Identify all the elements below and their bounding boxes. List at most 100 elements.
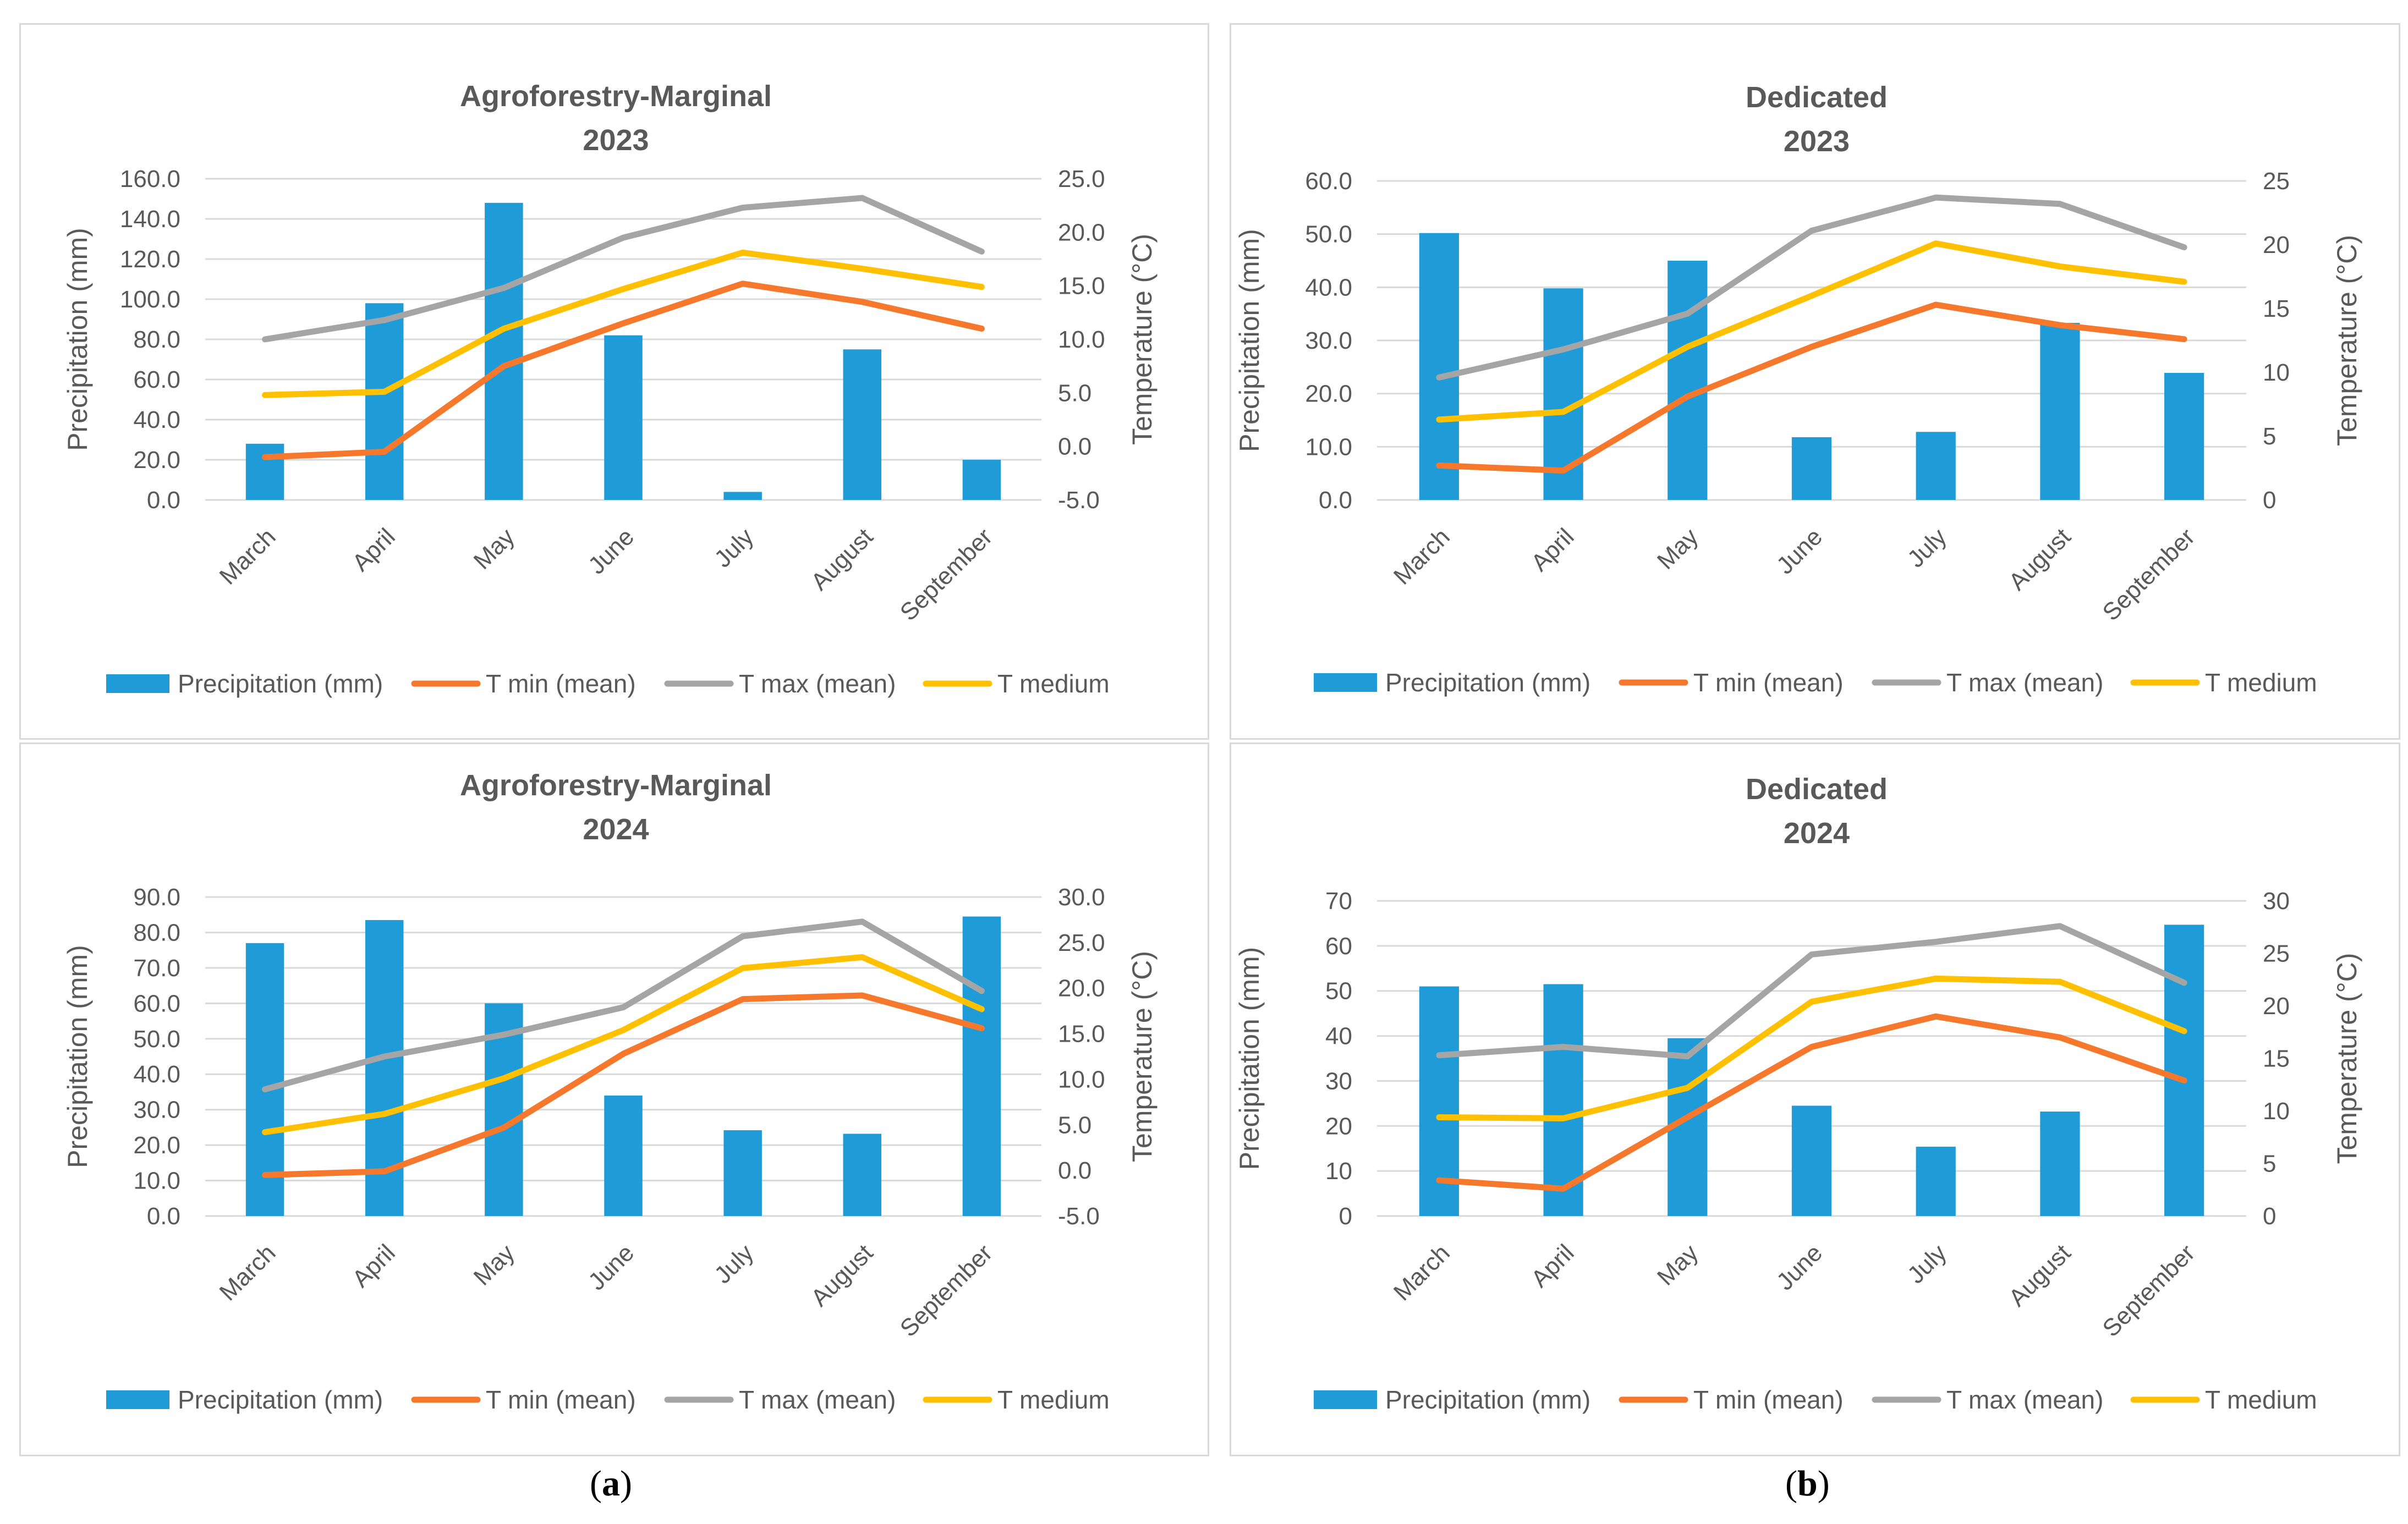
y2-tick-label: 5 [2263, 423, 2276, 450]
precipitation-bar [245, 443, 284, 500]
chart-panel-agroforestry-2023: Agroforestry-Marginal 2023 0.0 20.0 40.0 60.0… [19, 23, 1209, 740]
legend-label-tmin: T min (mean) [486, 669, 636, 698]
caption-a: (a) [590, 1464, 632, 1504]
precipitation-bar [843, 1134, 882, 1216]
y2-tick-label: 20.0 [1058, 219, 1105, 246]
precipitation-bar [485, 202, 523, 500]
x-tick-label: September [895, 1239, 998, 1342]
y2-tick-label: 5 [2263, 1151, 2276, 1178]
x-tick-label: June [583, 523, 639, 579]
y-tick-label: 30 [1325, 1068, 1352, 1094]
tmax-line [1436, 194, 2187, 381]
x-tick-label: June [583, 1239, 639, 1295]
tmin-line [262, 280, 985, 460]
chart-title: Agroforestry-Marginal [460, 80, 772, 113]
x-tick-label: September [2097, 523, 2200, 626]
tmin-line [1436, 1013, 2187, 1192]
chart-title: Dedicated [1746, 81, 1888, 114]
legend-label-precipitation: Precipitation (mm) [1385, 1385, 1590, 1414]
y-axis-title: Precipitation (mm) [62, 228, 93, 451]
chart-panel-agroforestry-2024: Agroforestry-Marginal 2024 0.0 10.0 20.0 30.0… [19, 742, 1209, 1456]
precipitation-bar [2040, 323, 2080, 500]
chart-agroforestry-2023: Agroforestry-Marginal 2023 0.0 20.0 40.0 60.0… [62, 80, 1158, 698]
x-tick-label: March [215, 1239, 281, 1306]
y-tick-label: 80.0 [133, 326, 180, 353]
precipitation-bar [962, 460, 1001, 500]
precipitation-bar [962, 916, 1001, 1216]
x-tick-label: July [1902, 1239, 1952, 1289]
legend-label-tmin: T min (mean) [1693, 1385, 1844, 1414]
x-tick-label: April [1526, 523, 1579, 576]
tmin-line [262, 992, 985, 1178]
y-tick-label: 0 [1339, 1203, 1352, 1230]
legend-label-precipitation: Precipitation (mm) [178, 1385, 383, 1414]
y2-axis-title: Temperature (°C) [1127, 234, 1158, 445]
y-tick-label: 50 [1325, 978, 1352, 1005]
y-tick-label: 0.0 [147, 1203, 180, 1230]
chart-subtitle: 2023 [583, 124, 649, 157]
y2-tick-label: 25.0 [1058, 166, 1105, 192]
legend-label-tmax: T max (mean) [739, 1385, 896, 1414]
legend-swatch-precipitation [106, 1390, 169, 1409]
y2-tick-label: 0 [2263, 1203, 2276, 1230]
chart-subtitle: 2023 [1784, 125, 1850, 158]
legend-swatch-precipitation [106, 674, 169, 693]
x-tick-label: August [2004, 523, 2076, 596]
y-tick-label: 50.0 [133, 1026, 180, 1053]
x-tick-label: July [1902, 523, 1952, 573]
tmed-line [1436, 240, 2187, 423]
chart-panel-dedicated-2023: Dedicated 2023 0.0 10.0 20.0 30.0 40.0 50.0 60.0… [1230, 23, 2400, 740]
chart-agroforestry-2024: Agroforestry-Marginal 2024 0.0 10.0 20.0 30.0… [62, 769, 1158, 1414]
y-tick-label: 20.0 [133, 1132, 180, 1159]
legend-label-tmax: T max (mean) [739, 669, 896, 698]
x-tick-label: March [1389, 523, 1455, 590]
x-tick-label: June [1771, 1239, 1828, 1295]
y-axis-title: Precipitation (mm) [1234, 947, 1265, 1170]
x-tick-label: July [709, 1239, 759, 1289]
y-tick-label: 40.0 [133, 1061, 180, 1088]
y2-tick-label: 15 [2263, 295, 2290, 322]
y-tick-label: 50.0 [1305, 221, 1352, 248]
tmed-line [262, 954, 985, 1136]
precipitation-bar [1791, 1105, 1832, 1216]
x-tick-label: August [806, 1239, 879, 1312]
legend-label-tmax: T max (mean) [1946, 1385, 2103, 1414]
legend-label-precipitation: Precipitation (mm) [178, 669, 383, 698]
precipitation-bar [604, 335, 643, 500]
legend-label-tmin: T min (mean) [1693, 668, 1844, 697]
y2-tick-label: 20 [2263, 993, 2290, 1020]
legend-swatch-precipitation [1314, 673, 1377, 692]
y-tick-label: 140.0 [120, 206, 180, 233]
y2-tick-label: 15 [2263, 1046, 2290, 1072]
precipitation-bar [1791, 437, 1832, 500]
y2-axis-title: Temperature (°C) [1127, 951, 1158, 1162]
y-tick-label: 60 [1325, 933, 1352, 960]
y-tick-label: 60.0 [133, 366, 180, 393]
y-tick-label: 60.0 [133, 990, 180, 1017]
chart-dedicated-2024: Dedicated 2024 0 10 20 30 40 50 60 70 0 5 10 15 20 25 30… [1234, 773, 2362, 1414]
chart-subtitle: 2024 [583, 813, 649, 846]
y2-tick-label: 10 [2263, 359, 2290, 386]
precipitation-bar [1916, 432, 1956, 500]
precipitation-bar [365, 303, 404, 500]
y-tick-label: 20.0 [133, 447, 180, 474]
x-tick-label: March [215, 523, 281, 590]
caption-a-letter: a [601, 1464, 620, 1504]
caption-b-letter: b [1797, 1464, 1818, 1504]
legend-swatch-precipitation [1314, 1390, 1377, 1409]
chart-subtitle: 2024 [1784, 817, 1850, 850]
tmax-line [262, 195, 985, 343]
chart-title: Dedicated [1746, 773, 1888, 806]
y2-tick-label: 20.0 [1058, 975, 1105, 1002]
y-tick-label: 160.0 [120, 166, 180, 192]
y-tick-label: 30.0 [133, 1097, 180, 1124]
precipitation-bar [1543, 984, 1583, 1216]
y-tick-label: 10.0 [133, 1168, 180, 1195]
precipitation-bar [2164, 372, 2204, 500]
chart-dedicated-2023: Dedicated 2023 0.0 10.0 20.0 30.0 40.0 50.0 60.0… [1234, 81, 2362, 697]
y-axis-title: Precipitation (mm) [62, 945, 93, 1168]
caption-b: (b) [1785, 1464, 1830, 1504]
x-tick-label: July [709, 523, 759, 573]
y2-tick-label: 25.0 [1058, 929, 1105, 956]
precipitation-bar [723, 492, 762, 500]
